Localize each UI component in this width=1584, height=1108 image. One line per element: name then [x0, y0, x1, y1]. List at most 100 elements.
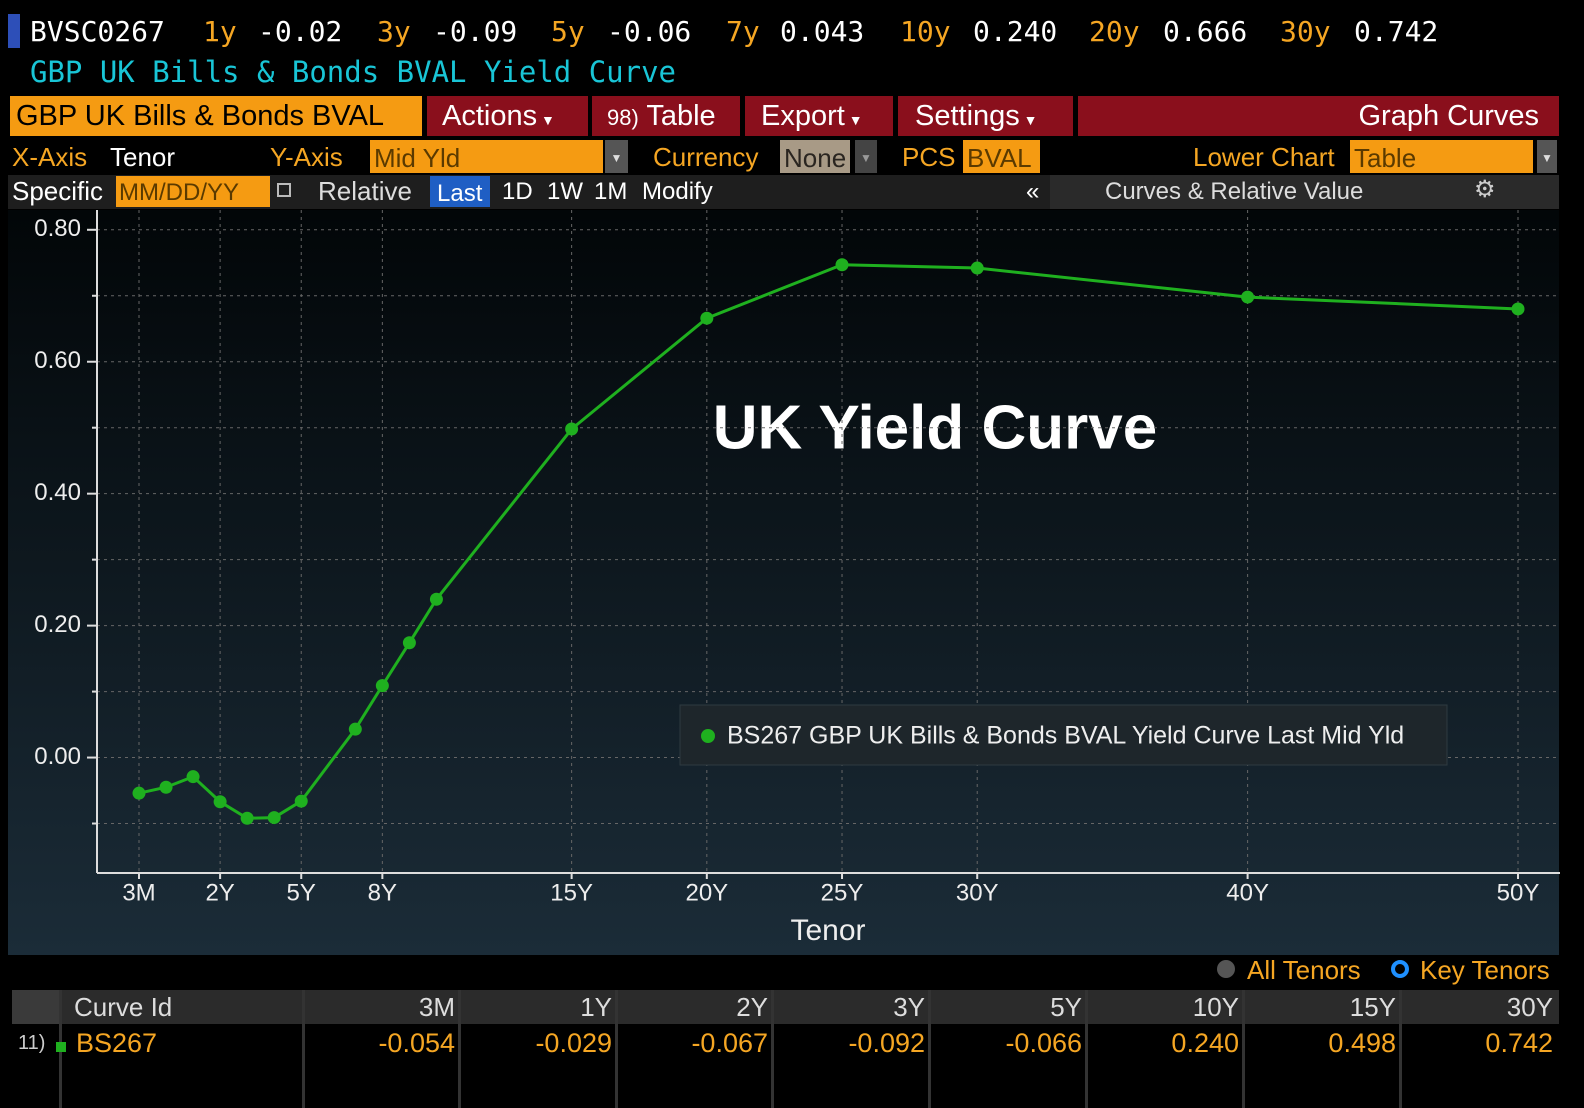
data-point	[970, 261, 984, 275]
data-point	[429, 592, 443, 606]
graph-curves[interactable]: Graph Curves	[1078, 96, 1559, 136]
currency-select[interactable]: None	[780, 140, 850, 173]
quote-value: 0.043	[780, 15, 865, 48]
actions-menu[interactable]: Actions ▼	[427, 96, 588, 136]
radio-selected[interactable]	[1391, 960, 1409, 978]
header-row	[12, 990, 1559, 1024]
y-tick-label: 0.60	[34, 347, 81, 374]
settings-menu[interactable]: Settings ▼	[898, 96, 1073, 136]
x-tick-label: 15Y	[550, 879, 593, 906]
data-point	[240, 811, 254, 825]
cell-value: 0.498	[1328, 1028, 1396, 1058]
column-separator	[1399, 990, 1402, 1108]
legend-marker	[701, 729, 715, 743]
column-separator	[458, 990, 461, 1108]
chart: UK Yield Curve Tenor 0.00 0.20 0.40 0.60 0.8…	[8, 210, 1560, 955]
panel-title: Curves & Relative Value	[1105, 178, 1364, 205]
data-point	[213, 795, 227, 809]
data-point	[1241, 290, 1255, 304]
dropdown[interactable]: ▼	[605, 140, 628, 173]
quote-value: -0.02	[258, 15, 343, 48]
quote-value: -0.06	[607, 15, 692, 48]
cell-value: -0.029	[535, 1028, 612, 1058]
label: Currency	[653, 142, 759, 172]
y-tick-label: 0.20	[34, 611, 81, 638]
table-code: 98)	[607, 105, 639, 130]
label: X-Axis	[12, 142, 88, 172]
cell-value: -0.067	[691, 1028, 768, 1058]
cell-value: 0.240	[1171, 1028, 1239, 1058]
quote-tenor: 3y	[377, 15, 411, 48]
curve-id: BS267	[76, 1028, 158, 1058]
collapse[interactable]: «	[1026, 178, 1040, 205]
legend-box	[679, 704, 1448, 766]
actions-text: Actions	[442, 100, 538, 132]
value: BVAL	[967, 143, 1032, 173]
quote-value: 0.666	[1163, 15, 1248, 48]
x-tick-label: 5Y	[287, 879, 316, 906]
value: MM/DD/YY	[119, 179, 239, 206]
column-header: 30Y	[1506, 992, 1553, 1022]
ticker: BVSC0267	[30, 15, 165, 48]
data-point	[835, 258, 849, 272]
option-selected[interactable]: Last	[430, 176, 490, 207]
curve-table: Curve Id 3M 1Y 2Y 3Y 5Y 10Y 15Y 30Y 11) BS267 -0.05…	[12, 990, 1559, 1108]
settings-text: Settings	[915, 100, 1020, 132]
quote-tenor: 7y	[726, 15, 760, 48]
plot-background	[8, 210, 1559, 955]
cell-value: -0.092	[848, 1028, 925, 1058]
export-menu[interactable]: Export ▼	[745, 96, 893, 136]
lower-chart-select[interactable]: Table	[1350, 140, 1533, 173]
date-input[interactable]: MM/DD/YY	[116, 176, 270, 207]
radio[interactable]	[1217, 960, 1235, 978]
quote-value: -0.09	[433, 15, 518, 48]
y-tick-label: 0.40	[34, 479, 81, 506]
x-tick-label: 2Y	[205, 879, 234, 906]
option[interactable]: 1M	[594, 178, 628, 205]
gear-icon[interactable]: ⚙	[1474, 176, 1496, 203]
cell-value: -0.054	[378, 1028, 455, 1058]
column-header: 15Y	[1349, 992, 1396, 1022]
option[interactable]: 1W	[547, 178, 583, 205]
data-point	[1511, 302, 1525, 316]
y-tick-label: 0.80	[34, 215, 81, 242]
column-separator	[1085, 990, 1088, 1108]
cell-value: -0.066	[1005, 1028, 1082, 1058]
graph-text: Graph Curves	[1358, 100, 1539, 132]
export-text: Export	[761, 100, 845, 132]
table-button[interactable]: 98) Table	[592, 96, 740, 136]
value: Table	[1354, 143, 1417, 173]
data-point	[402, 636, 416, 650]
label: Lower Chart	[1193, 142, 1335, 172]
modify[interactable]: Modify	[642, 178, 713, 205]
value: Tenor	[110, 142, 176, 172]
column-separator	[1242, 990, 1245, 1108]
column-header: 2Y	[736, 992, 768, 1022]
row-swatch	[56, 1042, 66, 1052]
value: Last	[437, 180, 483, 207]
quote-value: 0.742	[1354, 15, 1439, 48]
label: Y-Axis	[270, 142, 343, 172]
data-point	[186, 770, 200, 784]
column-separator	[771, 990, 774, 1108]
legend-label: BS267 GBP UK Bills & Bonds BVAL Yield Cu…	[727, 722, 1404, 750]
row-index[interactable]: 11)	[18, 1032, 46, 1054]
quote-tenor: 5y	[551, 15, 585, 48]
source-field[interactable]: GBP UK Bills & Bonds BVAL	[10, 96, 422, 136]
calendar-icon[interactable]	[277, 183, 291, 197]
option[interactable]: 1D	[502, 178, 533, 205]
y-axis-select[interactable]: Mid Yld	[370, 140, 603, 173]
data-point	[159, 780, 173, 794]
column-header: 5Y	[1050, 992, 1082, 1022]
dropdown[interactable]: ▼	[1537, 140, 1557, 173]
value: None	[784, 143, 847, 173]
x-tick-label: 25Y	[821, 879, 864, 906]
dropdown[interactable]: ▼	[855, 140, 877, 173]
pcs-field[interactable]: BVAL	[963, 140, 1040, 173]
quote-tenor: 10y	[900, 15, 951, 48]
column-header: 3M	[418, 992, 455, 1022]
quote-value: 0.240	[973, 15, 1058, 48]
data-point	[267, 811, 281, 825]
value: Mid Yld	[374, 143, 461, 173]
